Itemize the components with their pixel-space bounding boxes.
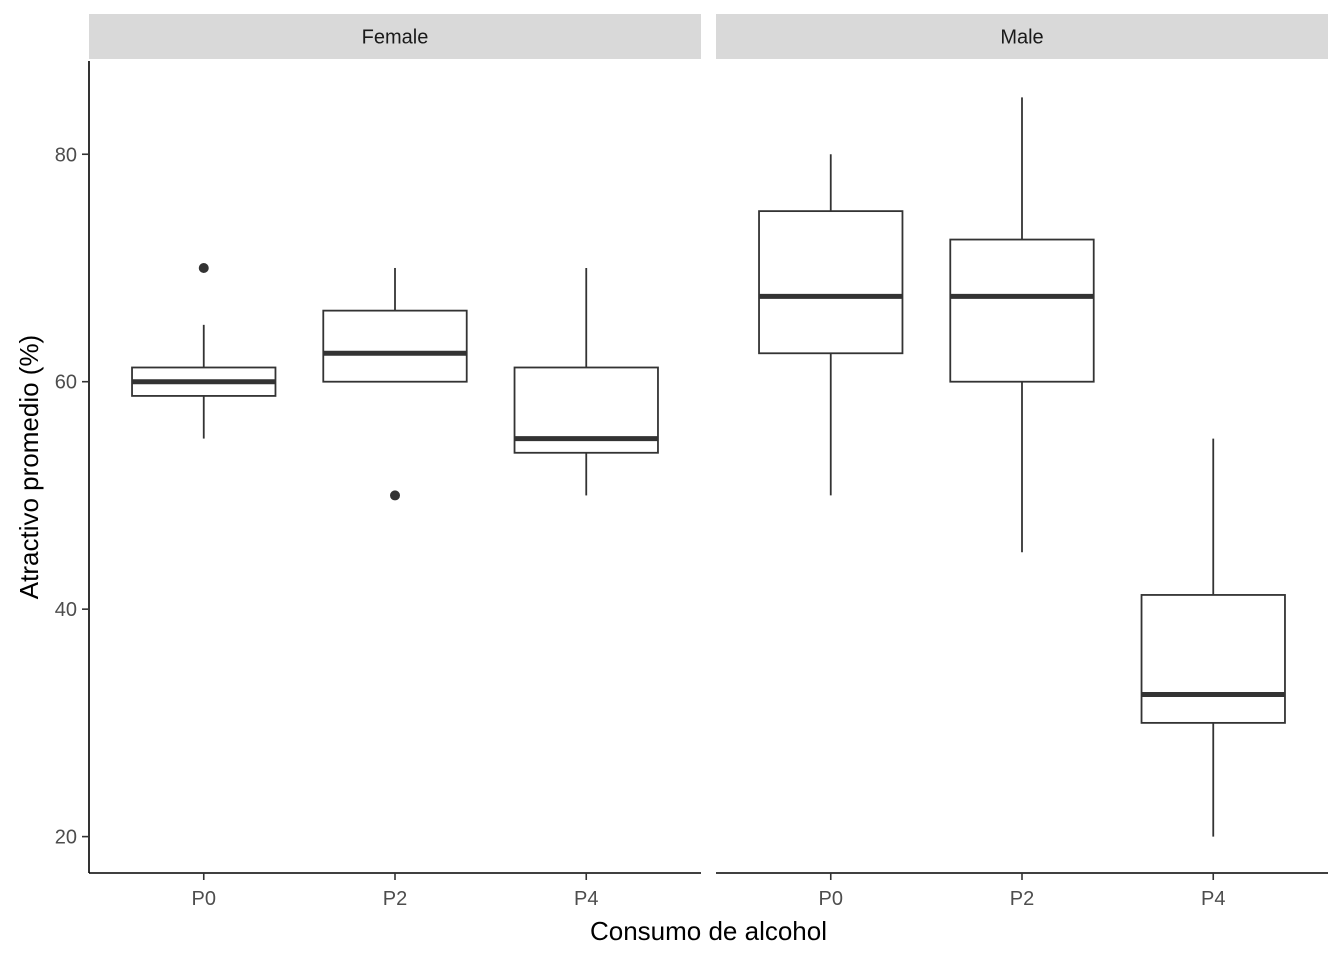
y-axis: 20 40 60 80 xyxy=(55,61,90,873)
facet-strip xyxy=(89,14,701,59)
facet-panels: Female P0 P2 P4 Male P0 P2 P4 xyxy=(89,14,1328,910)
box-iqr xyxy=(1140,594,1286,724)
panel-female: Female P0 P2 P4 xyxy=(89,14,701,910)
x-tick-label: P4 xyxy=(574,888,598,910)
x-tick-label: P4 xyxy=(1201,888,1225,910)
y-tick-label: 60 xyxy=(55,372,77,394)
facet-label: Male xyxy=(1000,27,1043,49)
y-tick-label: 80 xyxy=(55,144,77,166)
box-p2 xyxy=(949,97,1095,553)
box-p0 xyxy=(758,154,904,496)
facet-label: Female xyxy=(362,27,429,49)
box-p4 xyxy=(1140,438,1286,837)
panel-male: Male P0 P2 P4 xyxy=(716,14,1328,910)
x-axis-title: Consumo de alcohol xyxy=(590,916,827,946)
box-p4 xyxy=(513,267,659,496)
x-tick-label: P2 xyxy=(383,888,407,910)
facet-strip xyxy=(716,14,1328,59)
x-tick-label: P0 xyxy=(192,888,216,910)
box-iqr xyxy=(949,238,1095,383)
x-tick-label: P0 xyxy=(819,888,843,910)
outlier-point xyxy=(390,490,400,501)
box-iqr xyxy=(322,309,468,383)
box-iqr xyxy=(758,210,904,355)
box-p0 xyxy=(131,262,277,439)
y-axis-title: Atractivo promedio (%) xyxy=(14,335,44,599)
x-tick-label: P2 xyxy=(1010,888,1034,910)
y-tick-label: 40 xyxy=(55,599,77,621)
y-tick-label: 20 xyxy=(55,827,77,849)
box-p2 xyxy=(322,267,468,501)
outlier-point xyxy=(198,262,209,273)
